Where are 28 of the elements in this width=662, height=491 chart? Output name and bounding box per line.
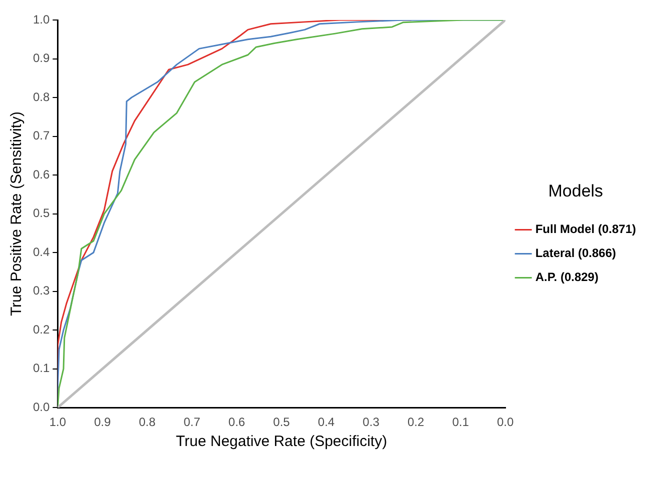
y-tick-label: 0.4 [32,244,50,259]
x-axis-title: True Negative Rate (Specificity) [176,433,388,450]
y-tick-label: 0.5 [32,206,50,220]
y-tick-label: 0.1 [32,361,50,376]
y-tick-label: 0.2 [32,322,50,336]
legend-title: Models [548,181,604,200]
legend-label: Lateral (0.866) [535,246,616,260]
y-axis-title: True Positive Rate (Sensitivity) [8,112,26,316]
x-tick-label: 0.0 [496,415,514,430]
y-tick-label: 0.8 [32,90,50,104]
y-tick-label: 0.0 [32,400,50,414]
x-tick-label: 0.4 [318,415,335,430]
y-tick-label: 1.0 [32,12,50,26]
x-tick-label: 0.2 [407,415,424,430]
x-tick-label: 0.8 [138,415,156,430]
y-tick-label: 0.9 [32,51,50,66]
y-tick-label: 0.7 [32,128,50,143]
x-tick-label: 0.1 [452,415,470,430]
x-tick-label: 0.5 [273,415,290,430]
legend-label: A.P. (0.829) [535,270,598,284]
x-tick-label: 0.6 [228,415,246,430]
x-tick-label: 0.9 [94,415,112,430]
x-tick-label: 0.3 [362,415,380,430]
x-tick-label: 1.0 [49,415,66,430]
y-tick-label: 0.3 [32,284,50,298]
y-tick-label: 0.6 [32,167,50,182]
legend-label: Full Model (0.871) [535,222,636,236]
x-tick-label: 0.7 [184,415,201,430]
